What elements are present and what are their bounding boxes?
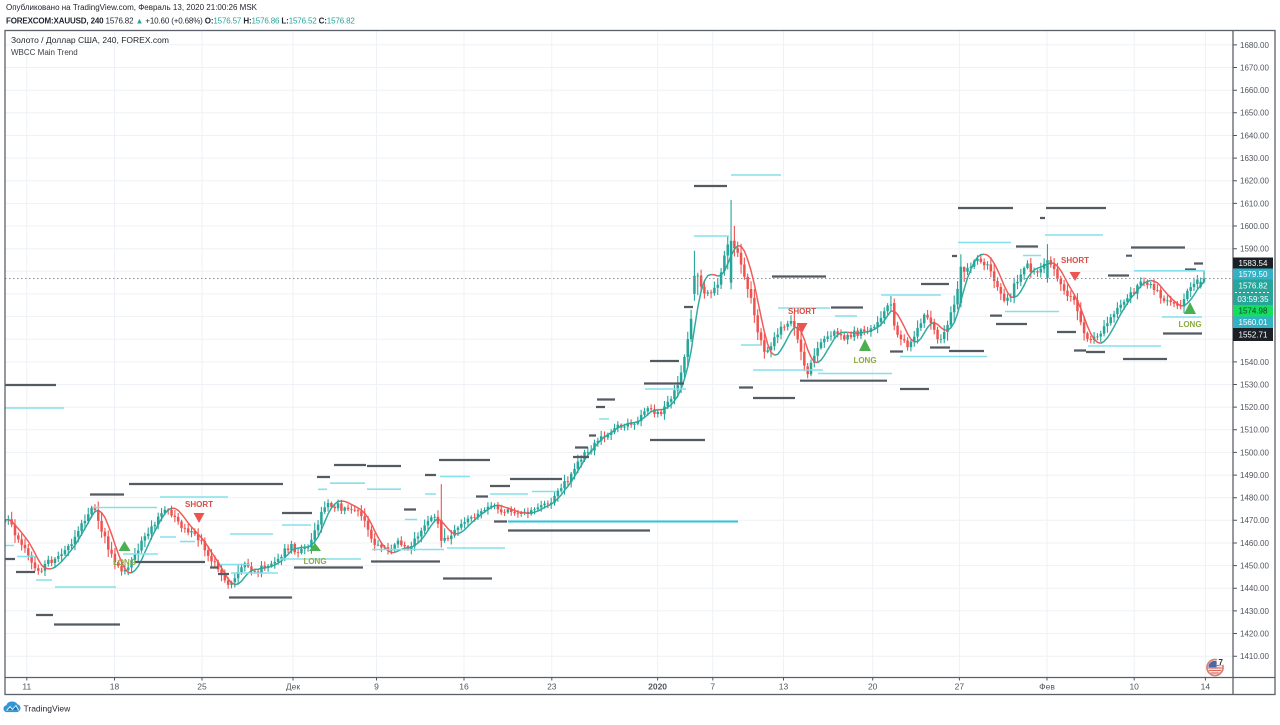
svg-text:Фев: Фев (1039, 681, 1055, 691)
svg-text:1650.00: 1650.00 (1240, 109, 1269, 118)
svg-text:1530.00: 1530.00 (1240, 380, 1269, 389)
svg-text:1500.00: 1500.00 (1240, 448, 1269, 457)
svg-text:27: 27 (955, 681, 965, 691)
svg-text:14: 14 (1201, 681, 1211, 691)
svg-text:1510.00: 1510.00 (1240, 426, 1269, 435)
svg-text:1560.01: 1560.01 (1239, 318, 1268, 327)
svg-text:Золото / Доллар США, 240, FORE: Золото / Доллар США, 240, FOREX.com (11, 35, 169, 45)
svg-text:1670.00: 1670.00 (1240, 63, 1269, 72)
svg-text:1480.00: 1480.00 (1240, 494, 1269, 503)
svg-text:1552.71: 1552.71 (1239, 330, 1268, 339)
svg-text:SHORT: SHORT (1061, 256, 1089, 265)
svg-text:LONG: LONG (113, 558, 136, 567)
svg-text:1430.00: 1430.00 (1240, 607, 1269, 616)
svg-text:1490.00: 1490.00 (1240, 471, 1269, 480)
svg-text:1420.00: 1420.00 (1240, 629, 1269, 638)
svg-text:11: 11 (22, 681, 31, 691)
svg-text:Дек: Дек (286, 681, 300, 691)
svg-text:Опубликовано на TradingView.co: Опубликовано на TradingView.com, Февраль… (6, 3, 258, 12)
svg-text:LONG: LONG (303, 557, 326, 566)
svg-text:1620.00: 1620.00 (1240, 177, 1269, 186)
svg-text:1460.00: 1460.00 (1240, 539, 1269, 548)
svg-text:1630.00: 1630.00 (1240, 154, 1269, 163)
svg-text:7: 7 (1219, 658, 1224, 667)
svg-text:1640.00: 1640.00 (1240, 131, 1269, 140)
svg-text:7: 7 (710, 681, 715, 691)
svg-text:1583.54: 1583.54 (1239, 259, 1268, 268)
svg-text:1450.00: 1450.00 (1240, 562, 1269, 571)
svg-text:20: 20 (868, 681, 878, 691)
svg-text:1520.00: 1520.00 (1240, 403, 1269, 412)
svg-text:1540.00: 1540.00 (1240, 358, 1269, 367)
svg-text:13: 13 (779, 681, 789, 691)
svg-text:LONG: LONG (853, 356, 876, 365)
svg-text:9: 9 (374, 681, 379, 691)
svg-text:1576.82: 1576.82 (1239, 281, 1268, 290)
svg-text:1660.00: 1660.00 (1240, 86, 1269, 95)
svg-text:TradingView: TradingView (24, 704, 72, 714)
svg-text:SHORT: SHORT (185, 500, 213, 509)
svg-text:SHORT: SHORT (788, 307, 816, 316)
svg-text:18: 18 (110, 681, 120, 691)
svg-text:1410.00: 1410.00 (1240, 652, 1269, 661)
svg-text:16: 16 (459, 681, 469, 691)
svg-text:03:59:35: 03:59:35 (1237, 295, 1269, 304)
svg-text:1440.00: 1440.00 (1240, 584, 1269, 593)
svg-text:1574.98: 1574.98 (1239, 307, 1268, 316)
svg-text:10: 10 (1129, 681, 1139, 691)
svg-text:25: 25 (197, 681, 207, 691)
svg-text:1590.00: 1590.00 (1240, 245, 1269, 254)
svg-text:23: 23 (547, 681, 557, 691)
svg-text:1579.50: 1579.50 (1239, 270, 1268, 279)
svg-text:1600.00: 1600.00 (1240, 222, 1269, 231)
svg-text:1470.00: 1470.00 (1240, 516, 1269, 525)
svg-text:FOREXCOM:XAUUSD, 240 1576.82 ▲: FOREXCOM:XAUUSD, 240 1576.82 ▲ +10.60 (+… (6, 17, 355, 26)
svg-text:2020: 2020 (648, 681, 667, 691)
svg-text:WBCC Main Trend: WBCC Main Trend (11, 48, 78, 57)
svg-text:1610.00: 1610.00 (1240, 199, 1269, 208)
svg-text:1680.00: 1680.00 (1240, 41, 1269, 50)
svg-text:LONG: LONG (1178, 320, 1201, 329)
